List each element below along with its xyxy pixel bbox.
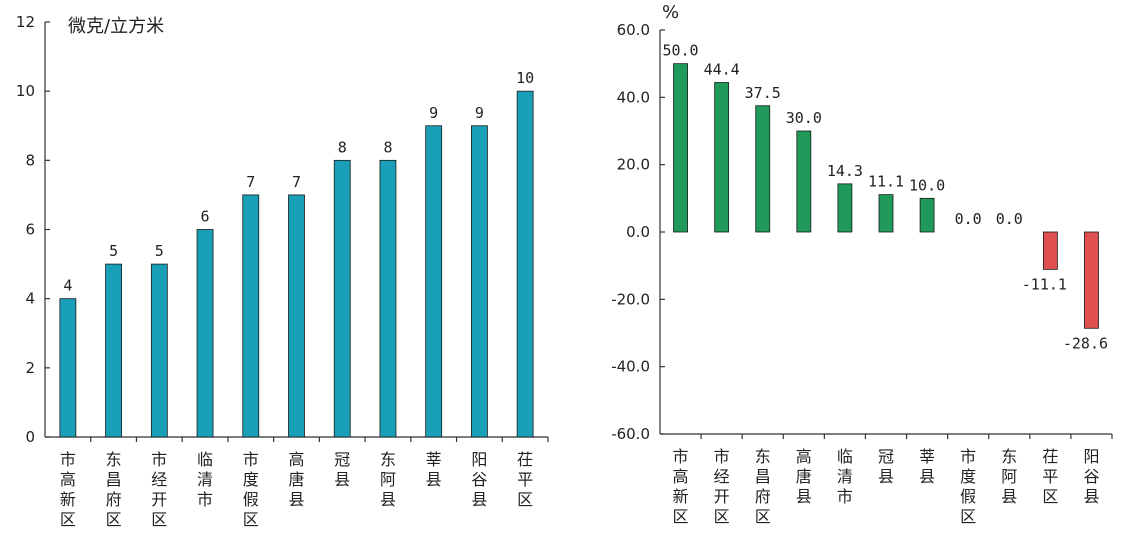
data-label: -11.1 bbox=[1022, 275, 1067, 293]
bar bbox=[673, 63, 688, 233]
category-label: 东昌府区 bbox=[106, 450, 122, 529]
y-tick-label: -60.0 bbox=[611, 425, 650, 443]
category-label: 莘县 bbox=[426, 450, 442, 489]
bar bbox=[1084, 231, 1099, 329]
bar bbox=[59, 298, 77, 438]
category-label: 东阿县 bbox=[380, 450, 396, 509]
category-label: 市经开区 bbox=[151, 450, 167, 529]
data-label: 10.0 bbox=[909, 176, 945, 194]
data-label: 8 bbox=[383, 138, 392, 156]
category-label: 高唐县 bbox=[796, 447, 812, 506]
data-label: 37.5 bbox=[745, 84, 781, 102]
category-label: 市度假区 bbox=[243, 450, 259, 529]
data-label: 4 bbox=[63, 277, 72, 295]
y-tick-label: 4 bbox=[25, 290, 35, 308]
left-unit-label: 微克/立方米 bbox=[68, 16, 164, 37]
data-label: 7 bbox=[246, 173, 255, 191]
category-label: 茌平区 bbox=[517, 450, 533, 509]
bar bbox=[196, 229, 214, 438]
bar bbox=[288, 194, 305, 438]
data-label: 6 bbox=[201, 208, 210, 226]
y-tick-label: 40.0 bbox=[617, 88, 650, 106]
y-tick-label: 60.0 bbox=[617, 21, 650, 39]
data-label: 9 bbox=[475, 104, 484, 122]
bar bbox=[150, 263, 168, 438]
y-tick-label: -40.0 bbox=[611, 358, 650, 376]
data-label: 30.0 bbox=[786, 109, 822, 127]
right-bar-chart: % -60.0 -40.0 -20.0 0.0 20.0 40.0 60.0 50.0 市高新区… bbox=[611, 2, 1113, 526]
data-label: 14.3 bbox=[827, 162, 863, 180]
y-tick-label: 20.0 bbox=[617, 156, 650, 174]
bar bbox=[837, 183, 853, 233]
right-unit-label: % bbox=[662, 2, 679, 23]
data-label: 8 bbox=[338, 138, 347, 156]
bar bbox=[755, 105, 771, 233]
y-tick-label: 0 bbox=[25, 428, 35, 446]
bar bbox=[105, 263, 122, 438]
category-label: 阳谷县 bbox=[1083, 447, 1099, 506]
bar bbox=[919, 197, 935, 233]
category-label: 茌平区 bbox=[1042, 447, 1058, 506]
category-label: 高唐县 bbox=[288, 450, 304, 509]
y-tick-label: -20.0 bbox=[611, 290, 650, 308]
data-label: 50.0 bbox=[662, 42, 698, 60]
data-label: 9 bbox=[429, 104, 438, 122]
y-tick-label: 6 bbox=[25, 221, 35, 239]
category-label: 市经开区 bbox=[714, 447, 730, 526]
bar bbox=[471, 125, 488, 438]
bar bbox=[1042, 231, 1058, 270]
data-label: 7 bbox=[292, 173, 301, 191]
category-label: 临清市 bbox=[197, 450, 213, 509]
bar bbox=[379, 159, 397, 438]
y-tick-label: 2 bbox=[25, 359, 35, 377]
bar bbox=[333, 159, 351, 438]
data-label: -28.6 bbox=[1063, 334, 1108, 352]
data-label: 5 bbox=[109, 242, 118, 260]
left-bar-chart: 微克/立方米 0 2 4 6 8 10 12 4 市高新区 5 东昌府区 5 市经开区 6 临清市 7 市度假区… bbox=[16, 13, 549, 529]
category-label: 冠县 bbox=[878, 447, 894, 486]
data-label: 44.4 bbox=[704, 61, 740, 79]
bar bbox=[878, 194, 894, 233]
category-label: 莘县 bbox=[919, 447, 935, 486]
data-label: 10 bbox=[516, 69, 534, 87]
bar bbox=[714, 82, 730, 233]
category-label: 临清市 bbox=[837, 447, 853, 506]
category-label: 市度假区 bbox=[960, 447, 976, 526]
category-label: 东阿县 bbox=[1001, 447, 1017, 506]
category-label: 东昌府区 bbox=[755, 447, 771, 526]
y-tick-label: 8 bbox=[25, 151, 35, 169]
bar bbox=[516, 90, 534, 438]
data-label: 5 bbox=[155, 242, 164, 260]
category-label: 市高新区 bbox=[60, 450, 76, 529]
category-label: 冠县 bbox=[334, 450, 350, 489]
category-label: 阳谷县 bbox=[471, 450, 487, 509]
data-label: 0.0 bbox=[996, 210, 1023, 228]
data-label: 11.1 bbox=[868, 173, 904, 191]
y-tick-label: 12 bbox=[16, 13, 35, 31]
bar bbox=[796, 130, 812, 233]
y-tick-label: 0.0 bbox=[626, 223, 650, 241]
y-tick-label: 10 bbox=[16, 82, 35, 100]
bar bbox=[425, 125, 443, 438]
data-label: 0.0 bbox=[955, 210, 982, 228]
bar bbox=[242, 194, 260, 438]
category-label: 市高新区 bbox=[673, 447, 689, 526]
